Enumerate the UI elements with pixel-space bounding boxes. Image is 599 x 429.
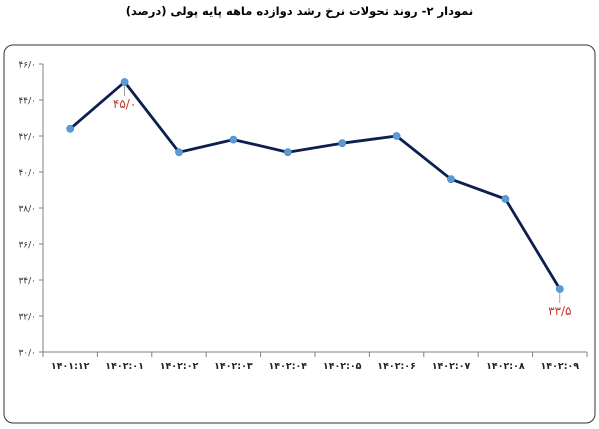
x-tick-label: ۱۴۰۲:۰۲ [160, 361, 199, 372]
chart-border [3, 44, 596, 424]
y-tick-label: ۳۸/۰ [18, 205, 36, 215]
data-point [555, 285, 564, 293]
x-tick-label: ۱۴۰۲:۰۵ [323, 361, 362, 372]
x-tick-label: ۱۴۰۲:۰۸ [486, 361, 525, 372]
y-tick-label: ۴۴/۰ [18, 97, 36, 107]
x-tick-label: ۱۴۰۲:۰۴ [269, 361, 308, 372]
data-point [175, 148, 183, 157]
y-tick-label: ۳۰/۰ [18, 349, 36, 359]
line-chart: ۳۰/۰ ۳۲/۰ ۳۴/۰ ۳۶/۰ ۳۸/۰ ۴۰/۰ ۴۲/۰ ۴۴/۰ ۴۶/۰ ۱۴۰… [3, 44, 596, 424]
series-polyline [69, 80, 561, 290]
data-point [120, 78, 129, 86]
data-point [392, 132, 401, 140]
data-point [338, 139, 347, 148]
y-axis: ۳۰/۰ ۳۲/۰ ۳۴/۰ ۳۶/۰ ۳۸/۰ ۴۰/۰ ۴۲/۰ ۴۴/۰ ۴۶/۰ [18, 61, 44, 359]
data-point [66, 124, 75, 133]
chart-title: نمودار ۲- روند تحولات نرخ رشد دوازده ماه… [125, 4, 474, 18]
series-line [66, 78, 564, 293]
data-point [229, 135, 238, 144]
data-point [283, 148, 292, 157]
data-label: ۳۳/۵ [548, 304, 571, 318]
y-tick-label: ۴۶/۰ [18, 61, 36, 71]
x-tick-label: ۱۴۰۲:۰۷ [432, 361, 471, 372]
y-tick-label: ۴۲/۰ [18, 133, 36, 143]
data-point [447, 175, 455, 184]
y-tick-label: ۳۶/۰ [18, 241, 36, 251]
x-tick-label: ۱۴۰۲:۰۶ [377, 361, 416, 372]
x-tick-label: ۱۴۰۲:۰۹ [541, 361, 580, 372]
y-tick-label: ۴۰/۰ [18, 169, 36, 179]
y-tick-label: ۳۴/۰ [18, 277, 36, 287]
data-label: ۴۵/۰ [113, 97, 136, 111]
data-point [501, 195, 510, 203]
x-tick-label: ۱۴۰۲:۰۱ [105, 361, 144, 372]
data-labels: ۴۵/۰ ۳۳/۵ [113, 86, 571, 318]
chart-container: ۳۰/۰ ۳۲/۰ ۳۴/۰ ۳۶/۰ ۳۸/۰ ۴۰/۰ ۴۲/۰ ۴۴/۰ ۴۶/۰ ۱۴۰… [3, 44, 596, 424]
x-tick-label: ۱۴۰۱:۱۲ [51, 361, 90, 372]
y-tick-label: ۳۲/۰ [18, 313, 36, 323]
x-axis: ۱۴۰۱:۱۲ ۱۴۰۲:۰۱ ۱۴۰۲:۰۲ ۱۴۰۲:۰۳ ۱۴۰۲:۰۴ ۱۴۰۲:… [42, 351, 588, 372]
x-tick-label: ۱۴۰۲:۰۳ [214, 361, 253, 372]
